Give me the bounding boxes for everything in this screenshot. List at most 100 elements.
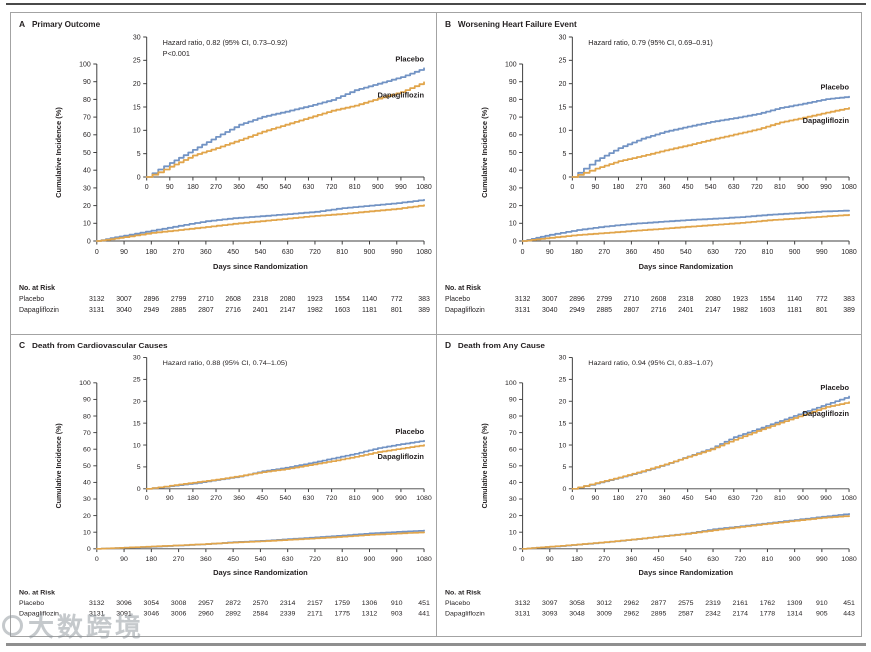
risk-value: 2174 (733, 611, 749, 618)
main-y-tick-label: 80 (83, 413, 91, 420)
main-x-tick-label: 0 (521, 556, 525, 563)
main-x-tick-label: 630 (282, 249, 294, 256)
risk-value: 2314 (280, 600, 296, 607)
main-x-tick-label: 540 (680, 556, 692, 563)
panel-worsening-heart-failure: B Worsening Heart Failure Event 0 10 20 30 40 5… (436, 13, 861, 334)
risk-value: 1982 (307, 307, 323, 314)
risk-value: 2147 (705, 307, 721, 314)
main-x-tick-label: 900 (789, 556, 801, 563)
panel-any-cause-death: D Death from Any Cause 0 10 20 30 40 50 60 70 80 90… (436, 334, 861, 636)
main-y-tick-label: 90 (509, 79, 517, 86)
main-x-tick-label: 720 (309, 556, 321, 563)
inset-x-tick-label: 1080 (416, 184, 432, 191)
placebo-series-label: Placebo (395, 54, 424, 63)
main-x-tick-label: 0 (95, 249, 99, 256)
x-axis-title: Days since Randomization (213, 568, 308, 577)
inset-x-tick-label: 810 (774, 184, 786, 191)
main-x-tick-label: 540 (255, 556, 267, 563)
risk-value: 1778 (760, 611, 776, 618)
main-y-tick-label: 30 (83, 496, 91, 503)
risk-value: 3012 (596, 600, 612, 607)
main-x-tick-label: 270 (598, 556, 610, 563)
main-x-tick-label: 630 (282, 556, 294, 563)
inset-y-tick-label: 5 (137, 464, 141, 471)
main-y-tick-label: 60 (83, 447, 91, 454)
risk-value: 3131 (89, 611, 105, 618)
risk-value: 2587 (678, 611, 694, 618)
inset-x-tick-label: 180 (613, 184, 625, 191)
risk-value: 441 (418, 611, 430, 618)
risk-value: 3046 (144, 611, 160, 618)
risk-value: 1775 (334, 611, 350, 618)
risk-value: 1140 (362, 296, 377, 303)
risk-value: 3058 (569, 600, 585, 607)
inset-x-tick-label: 540 (705, 495, 717, 502)
risk-value: 2161 (733, 600, 749, 607)
panel-title-text: Primary Outcome (32, 20, 101, 29)
main-y-tick-label: 90 (83, 397, 91, 404)
inset-y-tick-label: 30 (559, 34, 567, 41)
inset-x-tick-label: 990 (395, 495, 407, 502)
hazard-ratio-text: Hazard ratio, 0.79 (95% CI, 0.69–0.91) (588, 38, 713, 47)
risk-row-label: Placebo (445, 600, 470, 607)
inset-x-tick-label: 900 (372, 184, 384, 191)
inset-x-tick-label: 900 (797, 184, 809, 191)
no-at-risk-table: No. at Risk Placebo 3132 3097 3058 3012 2962 28… (445, 590, 855, 617)
dapagliflozin-series-label: Dapagliflozin (378, 452, 425, 461)
risk-value: 3131 (515, 611, 531, 618)
inset-y-tick-label: 5 (563, 151, 567, 158)
risk-value: 1554 (334, 296, 350, 303)
risk-value: 2710 (198, 296, 214, 303)
inset-x-tick-label: 810 (774, 495, 786, 502)
main-y-tick-label: 20 (509, 513, 517, 520)
inset-x-tick-label: 90 (592, 495, 600, 502)
inset-y-tick-label: 25 (559, 58, 567, 65)
inset-y-tick-label: 0 (137, 174, 141, 181)
risk-value: 2960 (198, 611, 214, 618)
inset-curves: Placebo Dapagliflozin (571, 83, 850, 178)
risk-value: 910 (816, 600, 828, 607)
main-x-tick-label: 90 (120, 249, 128, 256)
risk-row-label: Dapagliflozin (19, 611, 59, 618)
main-y-tick-label: 20 (83, 513, 91, 520)
main-x-tick-label: 720 (734, 249, 746, 256)
risk-value: 1181 (362, 307, 377, 314)
inset-axes: 0 5 10 15 20 25 30 0 90 180 270 360 450 540 630 720 810 9… (559, 355, 857, 502)
risk-value: 2799 (596, 296, 612, 303)
hazard-ratio-annotation: Hazard ratio, 0.79 (95% CI, 0.69–0.91) (588, 38, 713, 47)
main-x-tick-label: 270 (598, 249, 610, 256)
main-y-tick-label: 50 (83, 150, 91, 157)
main-x-tick-label: 630 (707, 249, 719, 256)
main-x-tick-label: 270 (173, 556, 185, 563)
main-x-tick-label: 540 (680, 249, 692, 256)
main-x-tick-label: 1080 (416, 249, 432, 256)
main-y-tick-label: 0 (513, 238, 517, 245)
panel-d-chart: D Death from Any Cause0102030405060708090… (445, 341, 857, 617)
main-y-tick-label: 80 (509, 97, 517, 104)
risk-value: 2401 (253, 307, 269, 314)
dapagliflozin-main-curve (95, 204, 425, 242)
main-x-tick-label: 90 (546, 556, 554, 563)
inset-x-tick-label: 540 (280, 184, 292, 191)
inset-x-tick-label: 0 (145, 495, 149, 502)
risk-value: 2877 (651, 600, 667, 607)
inset-x-tick-label: 270 (636, 184, 648, 191)
main-y-tick-label: 100 (505, 380, 517, 387)
risk-value: 3040 (116, 307, 132, 314)
main-x-tick-label: 810 (336, 556, 348, 563)
main-x-tick-label: 900 (364, 556, 376, 563)
main-y-tick-label: 90 (83, 79, 91, 86)
panel-title: A Primary Outcome (19, 19, 101, 29)
main-y-tick-label: 40 (509, 480, 517, 487)
risk-value: 2318 (253, 296, 269, 303)
main-x-tick-label: 270 (173, 249, 185, 256)
risk-value: 3131 (89, 307, 105, 314)
risk-value: 383 (418, 296, 430, 303)
panel-c-chart: C Death from Cardiovascular Causes 0 10 20 30… (19, 341, 432, 618)
main-x-tick-label: 810 (336, 249, 348, 256)
main-y-tick-label: 10 (83, 221, 91, 228)
main-y-tick-label: 10 (83, 530, 91, 537)
main-y-tick-label: 60 (509, 447, 517, 454)
panel-letter: C (19, 341, 25, 350)
risk-value: 451 (418, 600, 430, 607)
